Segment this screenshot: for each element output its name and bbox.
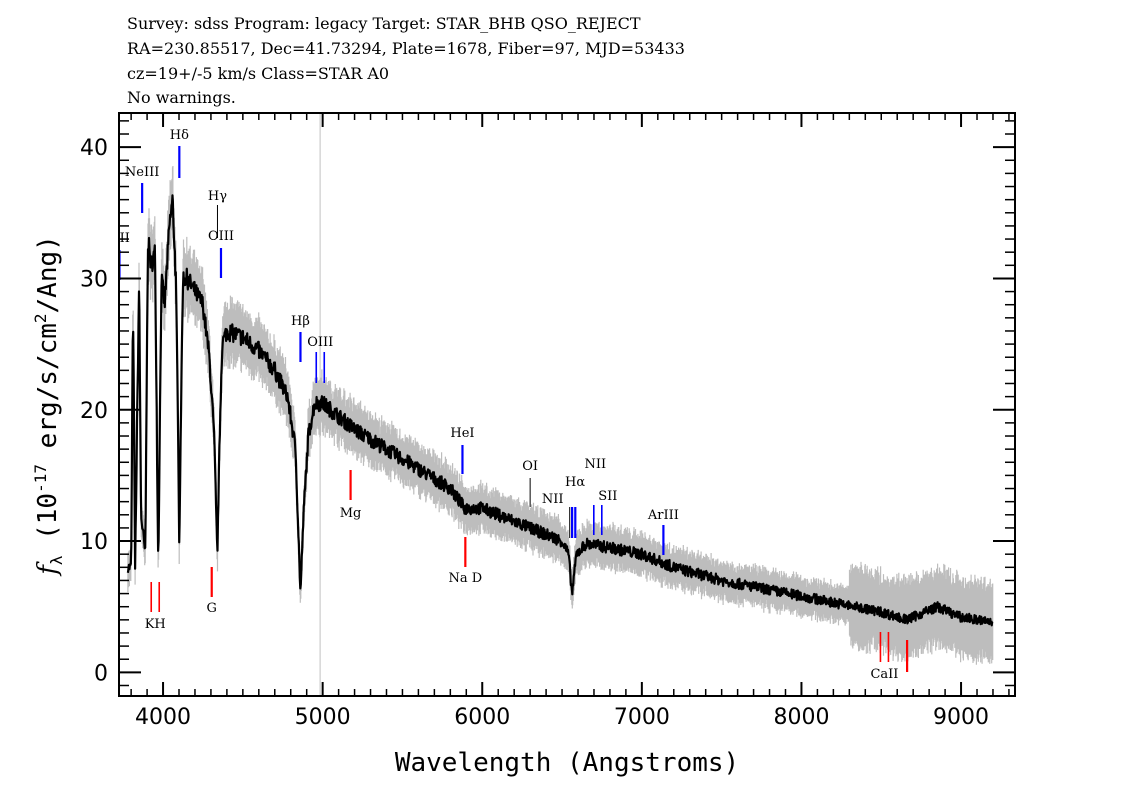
header: Survey: sdss Program: legacy Target: STA… <box>127 14 685 107</box>
spectral-line-label: OI <box>522 459 538 474</box>
spectral-line-label: Hα <box>565 475 585 490</box>
spectral-line-label: Hγ <box>208 189 227 204</box>
y-tick-label: 0 <box>94 661 108 686</box>
x-tick-label: 4000 <box>135 705 191 730</box>
x-tick-label: 6000 <box>454 705 510 730</box>
y-tick-label: 30 <box>80 267 108 292</box>
spectral-line-label: Hδ <box>170 128 189 143</box>
y-tick-label: 20 <box>80 399 108 424</box>
header-line-2: RA=230.85517, Dec=41.73294, Plate=1678, … <box>127 39 685 58</box>
spectral-line-label: NeIII <box>125 165 159 180</box>
header-line-1: Survey: sdss Program: legacy Target: STA… <box>127 14 641 33</box>
header-line-4: No warnings. <box>127 88 236 107</box>
spectral-line-label: OIII <box>208 229 234 244</box>
x-tick-label: 9000 <box>933 705 989 730</box>
x-tick-label: 8000 <box>773 705 829 730</box>
spectral-line-label: CaII <box>870 667 898 682</box>
spectral-line-label: OIII <box>307 335 333 350</box>
spectral-line-label: NII <box>584 457 606 472</box>
spectral-line-label: NII <box>542 492 564 507</box>
spectrum-line <box>126 194 994 627</box>
spectral-line-label: HeI <box>450 426 474 441</box>
spectral-line-label: G <box>207 601 217 616</box>
spectral-line-label: KH <box>145 617 166 632</box>
error-band <box>127 166 994 665</box>
plot-area <box>126 113 994 696</box>
line-markers: OIINeIIIHδHγOIIIHβOIIIHeIOINIIHαNIISIIAr… <box>119 128 909 682</box>
header-line-3: cz=19+/-5 km/s Class=STAR A0 <box>127 64 389 83</box>
y-axis-label: fλ (10-17 erg/s/cm2/Ang) <box>31 235 66 577</box>
x-axis-label: Wavelength (Angstroms) <box>395 748 739 778</box>
plot-frame <box>118 112 1016 697</box>
y-tick-label: 40 <box>80 136 108 161</box>
spectral-line-label: SII <box>598 489 617 504</box>
spectral-line-label: ArIII <box>647 508 679 523</box>
y-tick-label: 10 <box>80 530 108 555</box>
spectral-line-label: Na D <box>448 571 482 586</box>
axes: 4000 5000 6000 7000 8000 9000 0 10 20 30 40 <box>80 113 1015 730</box>
spectral-line-label: Hβ <box>291 314 310 329</box>
x-tick-label: 7000 <box>614 705 670 730</box>
x-tick-label: 5000 <box>295 705 351 730</box>
spectral-line-label: Mg <box>340 506 362 521</box>
